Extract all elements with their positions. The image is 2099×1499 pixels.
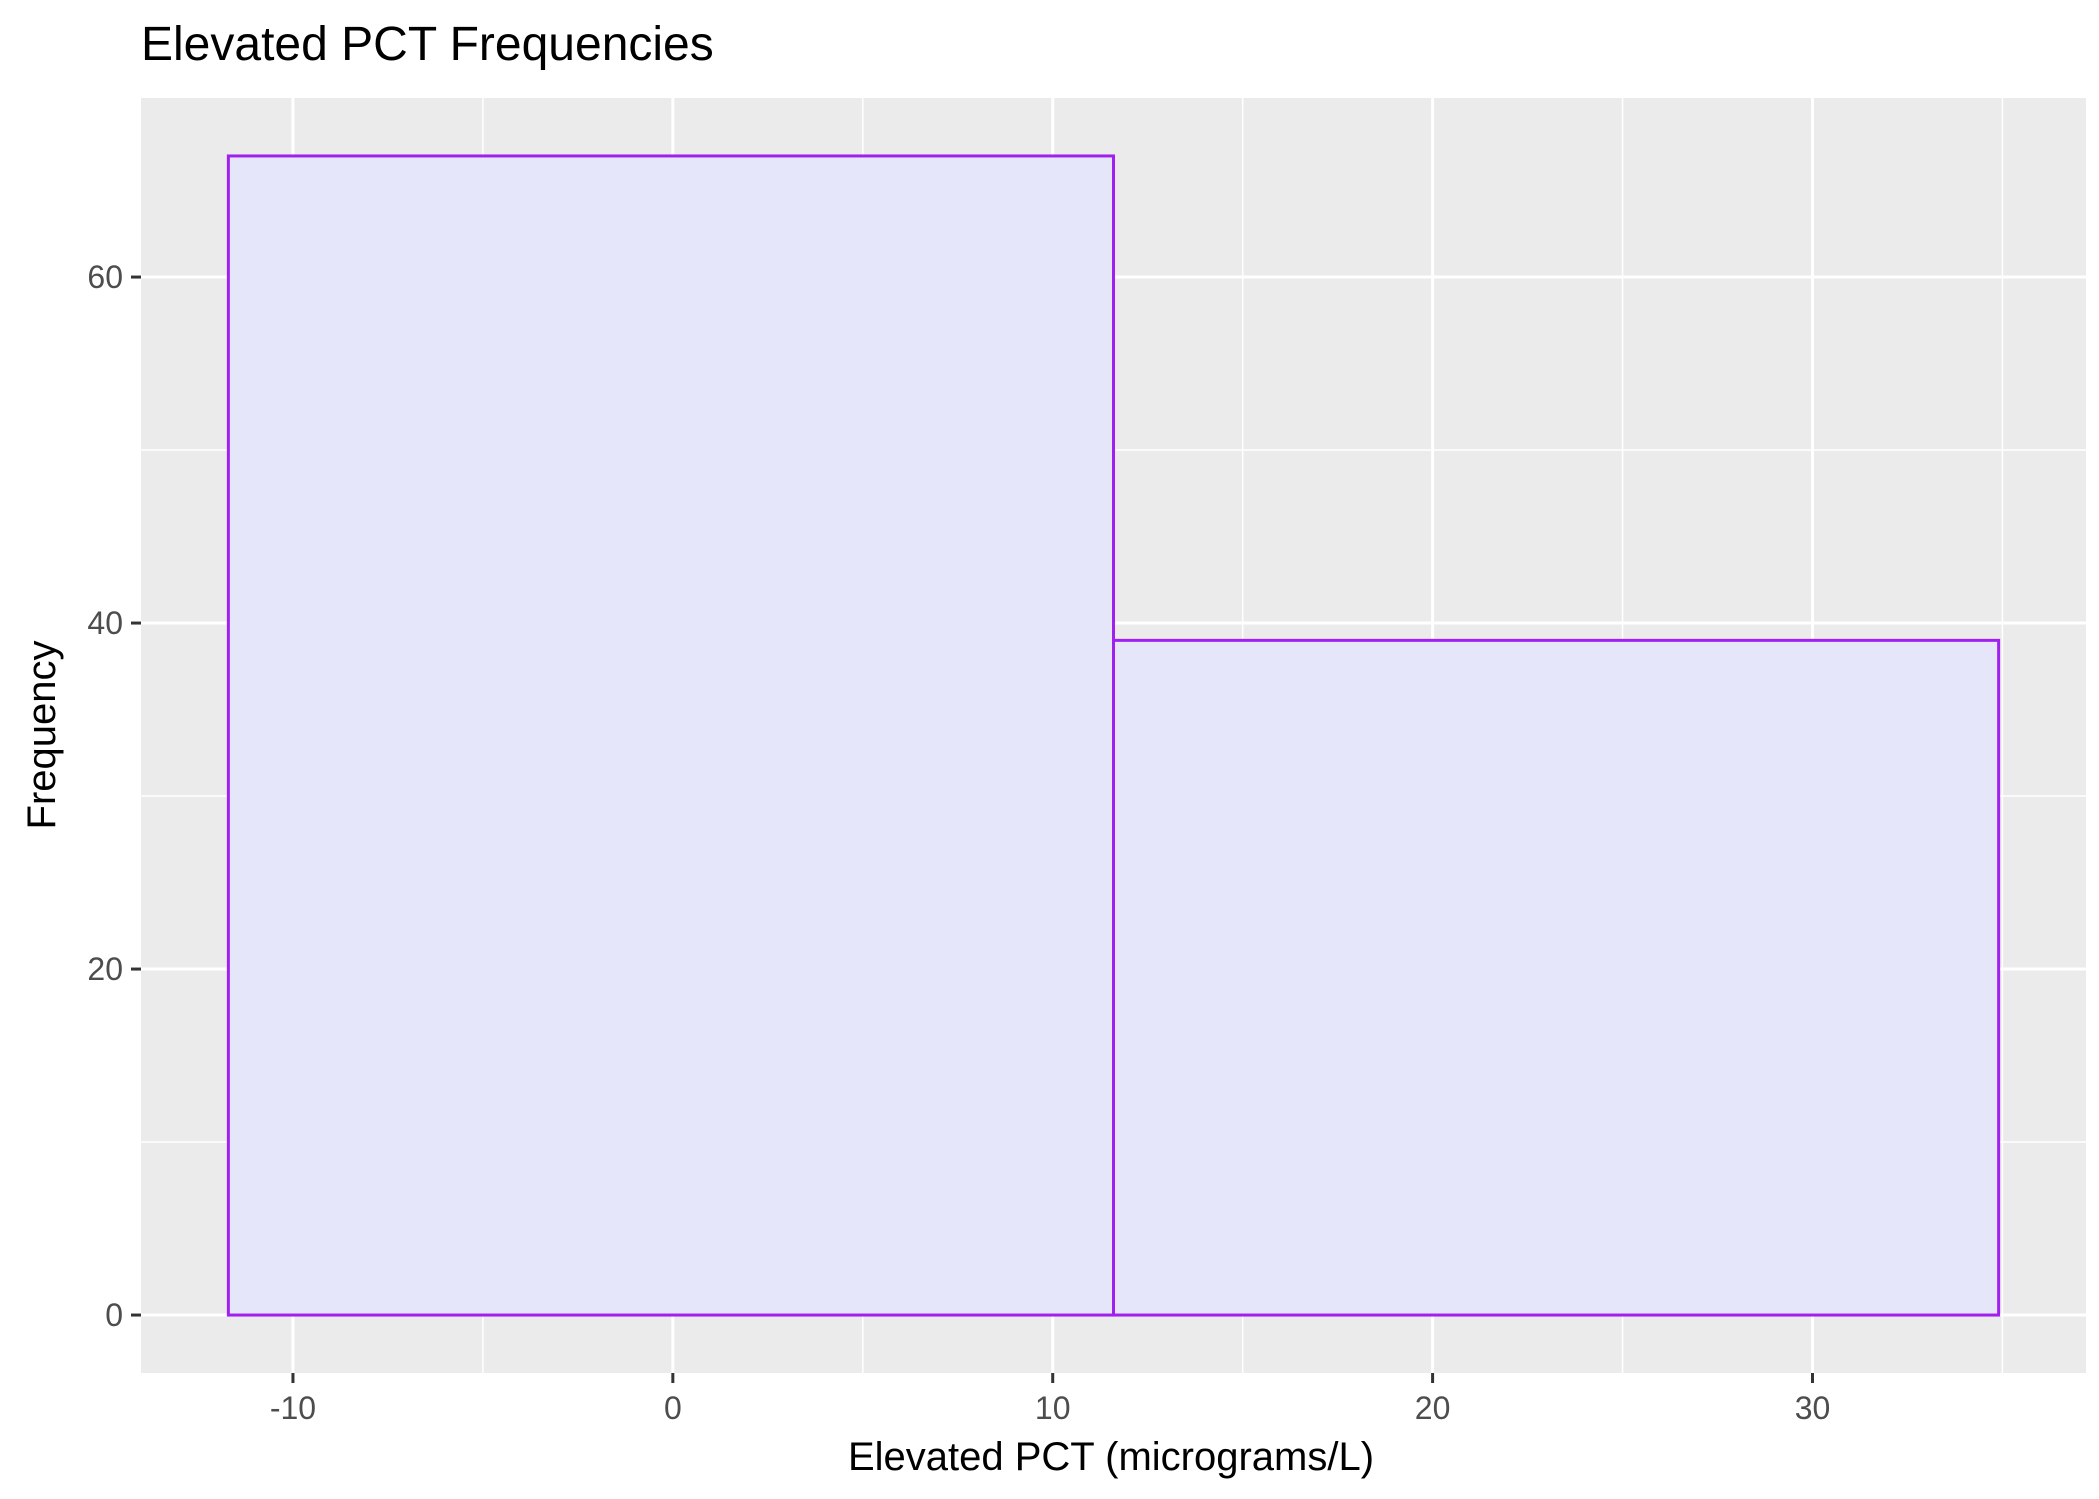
y-tick-label: 20 [87, 951, 123, 987]
x-axis-title: Elevated PCT (micrograms/L) [848, 1435, 1374, 1479]
histogram-bar-1 [226, 154, 1115, 1317]
histogram-bars [226, 154, 2001, 1317]
histogram-bar-2 [1112, 638, 2001, 1317]
x-tick-label: 10 [1035, 1390, 1071, 1426]
axis-tick-labels: -10 0 10 20 30 0 20 40 60 [87, 259, 1830, 1426]
y-axis-title: Frequency [20, 641, 64, 830]
x-tick-label: -10 [270, 1390, 316, 1426]
x-tick-label: 20 [1415, 1390, 1451, 1426]
y-tick-label: 40 [87, 605, 123, 641]
x-tick-label: 30 [1795, 1390, 1831, 1426]
axis-ticks [131, 275, 1814, 1383]
y-tick-label: 0 [105, 1297, 123, 1333]
y-tick-label: 60 [87, 259, 123, 295]
chart-title: Elevated PCT Frequencies [141, 18, 714, 71]
x-tick-label: 0 [664, 1390, 682, 1426]
